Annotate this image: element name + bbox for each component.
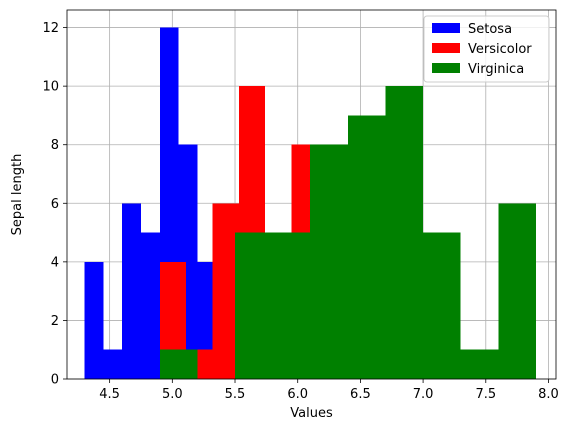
virginica-bar [235,232,273,379]
x-tick-label: 4.5 [99,387,120,402]
y-tick-label: 6 [51,197,59,212]
y-tick-label: 10 [42,80,59,95]
versicolor-bar [212,203,239,379]
virginica-legend-swatch [432,63,460,73]
plot-frame [66,9,557,380]
x-tick-label: 5.5 [225,387,246,402]
y-tick-label: 12 [42,21,59,36]
setosa-legend-swatch [432,23,460,33]
x-axis-label: Values [290,406,333,421]
setosa-bar [122,203,141,379]
x-tick-label: 6.5 [350,387,371,402]
x-tick-label: 7.5 [475,387,496,402]
x-tick-label: 5.0 [162,387,183,402]
virginica-bar [159,349,198,379]
y-tick-label: 4 [51,255,59,270]
versicolor-legend-label: Versicolor [468,42,532,57]
x-tick-label: 8.0 [538,387,559,402]
virginica-bar [385,86,424,380]
y-tick-label: 0 [51,373,59,388]
virginica-bar [310,144,348,379]
setosa-bar [84,261,104,379]
virginica-bar [347,115,386,379]
virginica-legend-label: Virginica [468,62,524,77]
virginica-bar [460,349,499,379]
virginica-bar [498,203,536,379]
x-tick-label: 6.0 [287,387,308,402]
setosa-bar [103,349,123,379]
setosa-legend-label: Setosa [468,22,512,37]
setosa-bar [140,232,160,379]
y-tick-label: 8 [51,138,59,153]
virginica-bar [272,232,311,379]
virginica-bar [423,232,461,379]
x-tick-label: 7.0 [413,387,434,402]
versicolor-legend-swatch [432,43,460,53]
y-axis-label: Sepal length [10,154,25,236]
histogram-bars [84,27,536,380]
axes: 4.5 5.0 5.5 6.0 6.5 7.0 7.5 8.0 0 2 4 6 8 10 12 [42,9,559,402]
y-tick-label: 2 [51,314,59,329]
legend: Setosa Versicolor Virginica [423,15,550,83]
